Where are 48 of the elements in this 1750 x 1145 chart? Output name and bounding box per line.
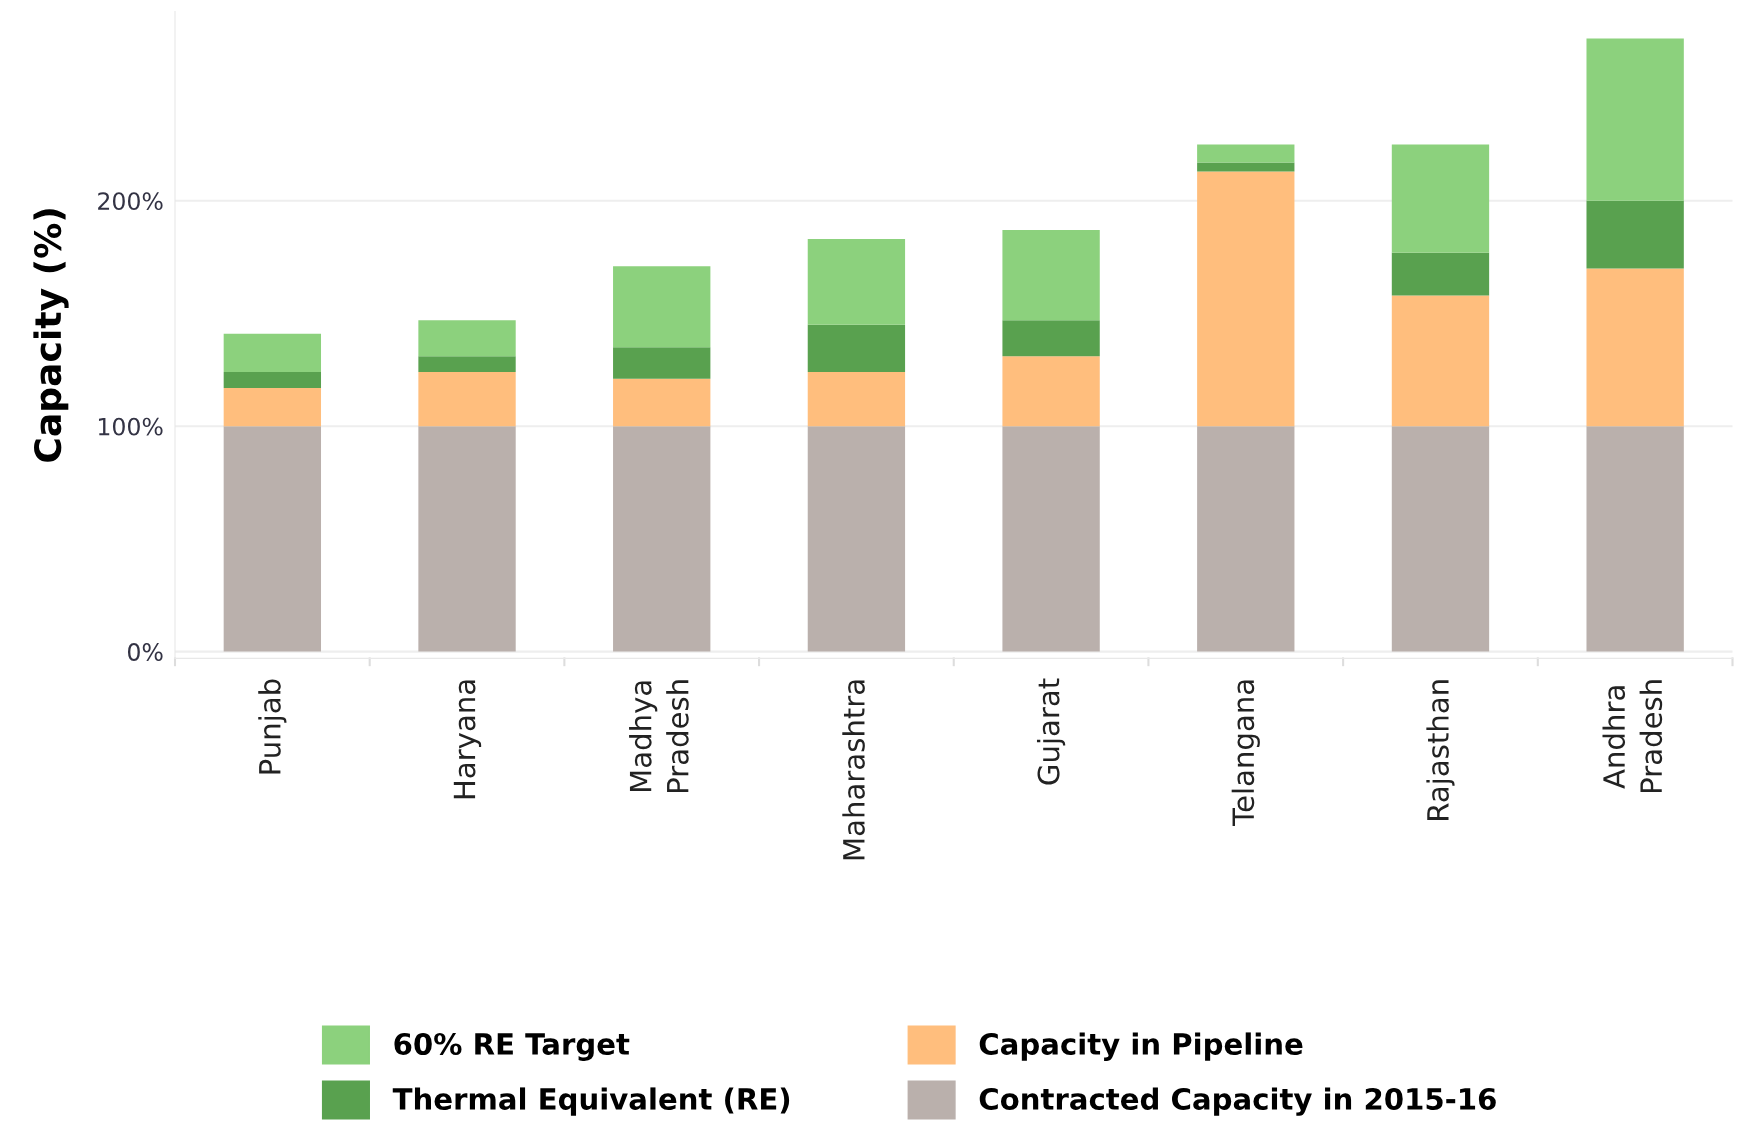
- x-tick-label: Gujarat: [1036, 678, 1066, 785]
- bar: [223, 333, 322, 373]
- x-tick-label: Telangana: [1231, 680, 1260, 826]
- bar: [613, 347, 711, 379]
- x-tick-label: Maharashtra: [842, 680, 865, 860]
- bar: [1391, 144, 1490, 253]
- y-tick-label: 200%: [98, 192, 163, 211]
- legend-label: Capacity in Pipeline: [979, 1032, 1303, 1061]
- bar: [223, 426, 322, 652]
- x-tick-label: Andhra Pradesh: [1602, 680, 1663, 793]
- bar: [1002, 426, 1100, 652]
- bar: [1002, 320, 1100, 357]
- y-tick-label: 100%: [98, 417, 163, 436]
- bar: [1197, 162, 1295, 172]
- bar: [613, 266, 711, 348]
- bar: [807, 426, 906, 652]
- bar: [807, 324, 906, 373]
- bar: [1586, 426, 1684, 652]
- bar: [223, 372, 322, 388]
- bar: [1002, 356, 1100, 427]
- bar: [1197, 426, 1295, 652]
- bar: [613, 378, 711, 427]
- bar: [1586, 268, 1684, 427]
- x-tick-label: Haryana: [453, 680, 482, 799]
- y-axis-title: Capacity (%): [33, 209, 69, 462]
- bar: [807, 239, 906, 325]
- bar: [418, 320, 516, 357]
- x-tick-label: Madhya Pradesh: [629, 680, 689, 793]
- bar: [418, 372, 516, 427]
- x-tick-label: Punjab: [258, 679, 287, 774]
- bar: [1391, 252, 1490, 296]
- bar: [1197, 171, 1295, 427]
- bar: [223, 387, 322, 427]
- bar: [418, 426, 516, 652]
- bar: [807, 372, 906, 427]
- bar: [613, 426, 711, 652]
- bar: [1391, 295, 1490, 427]
- bar: [1391, 426, 1490, 652]
- legend-label: Thermal Equivalent (RE): [392, 1087, 790, 1116]
- x-tick-label: Rajasthan: [1426, 680, 1455, 820]
- y-tick-label: 0%: [127, 643, 163, 661]
- bar: [1586, 200, 1684, 269]
- legend-label: Contracted Capacity in 2015-16: [979, 1087, 1496, 1116]
- legend-label: 60% RE Target: [394, 1032, 630, 1061]
- bar: [1197, 144, 1295, 163]
- bar: [1002, 230, 1100, 321]
- bar: [418, 356, 516, 373]
- bar: [1586, 38, 1684, 201]
